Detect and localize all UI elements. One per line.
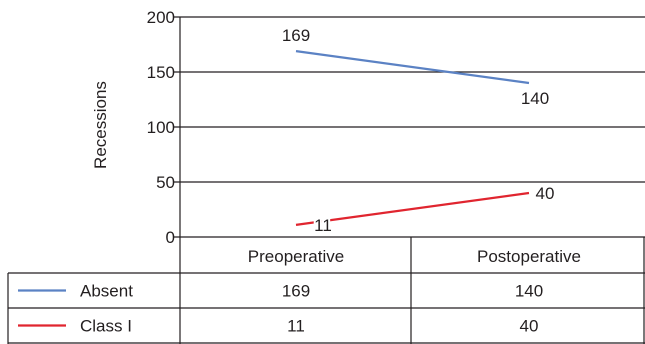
y-tick-label: 200 xyxy=(147,8,175,27)
series-line xyxy=(295,191,530,226)
table-cell: 11 xyxy=(287,317,305,336)
series-line xyxy=(295,50,530,85)
axes xyxy=(179,17,645,344)
table-cell: 40 xyxy=(520,317,539,336)
y-tick-label: 150 xyxy=(147,63,175,82)
data-label: 169 xyxy=(282,26,310,45)
y-tick-label: 50 xyxy=(156,173,175,192)
data-label: 140 xyxy=(521,89,549,108)
category-label: Preoperative xyxy=(248,247,344,266)
row-label: Absent xyxy=(80,282,133,301)
row-label: Class I xyxy=(80,317,132,336)
table-cell: 140 xyxy=(515,282,543,301)
gridlines xyxy=(174,16,645,238)
data-labels: 169 140 11 40 xyxy=(282,26,555,237)
y-axis-label: Recessions xyxy=(91,81,110,169)
table-cell: 169 xyxy=(282,282,310,301)
y-tick-label: 0 xyxy=(166,228,175,247)
data-label: 11 xyxy=(314,216,332,235)
y-tick-labels: 0 50 100 150 200 xyxy=(147,8,175,247)
data-label: 40 xyxy=(536,184,555,203)
series-lines xyxy=(295,50,530,226)
data-table: Preoperative Postoperative Absent 169 140 Cla… xyxy=(7,247,645,344)
y-tick-label: 100 xyxy=(147,118,175,137)
category-label: Postoperative xyxy=(477,247,581,266)
